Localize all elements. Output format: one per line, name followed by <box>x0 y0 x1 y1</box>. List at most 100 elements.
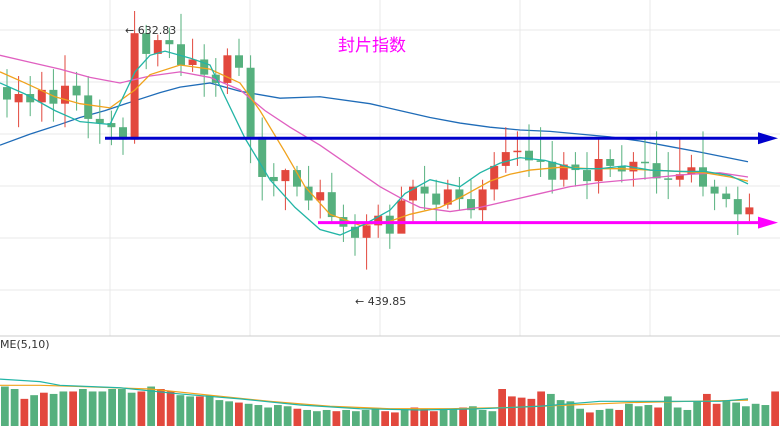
volume-bar <box>186 396 194 426</box>
ma60-line <box>0 82 749 163</box>
candle-body <box>374 215 383 226</box>
volume-bar <box>527 398 536 426</box>
volume-bar <box>605 408 614 426</box>
volume-bar <box>469 406 477 426</box>
volume-bar <box>439 409 448 426</box>
candle-body <box>606 159 615 166</box>
candle-body <box>490 165 499 190</box>
volume-bar <box>703 393 711 426</box>
volume-bar <box>459 407 467 426</box>
candle-body <box>61 85 69 104</box>
level-lines <box>105 132 778 229</box>
volume-bar <box>147 386 155 426</box>
ma60-layer <box>0 82 749 163</box>
candle-body <box>269 176 278 182</box>
candle-body <box>130 33 139 140</box>
chart-title: 封片指数 <box>338 36 406 56</box>
volume-bar <box>664 396 672 426</box>
volume-bar <box>771 391 779 426</box>
candle-body <box>432 193 441 205</box>
high-arrow-glyph: ← <box>125 24 134 37</box>
volume-bar <box>176 395 185 426</box>
volume-bar <box>449 408 458 426</box>
volume-bar <box>235 402 243 426</box>
volume-bar <box>40 392 48 426</box>
volume-bar <box>371 408 380 426</box>
volume-bar <box>391 412 399 426</box>
volume-bar <box>59 391 68 426</box>
candle-body <box>165 40 174 45</box>
volume-indicator-label: ME(5,10) <box>0 338 50 351</box>
candle-body <box>72 85 81 96</box>
volume-bar <box>547 393 555 426</box>
volume-bar <box>586 412 594 426</box>
volume-bar <box>215 400 224 426</box>
volume-bar <box>761 405 770 426</box>
candle-body <box>26 94 35 103</box>
candle-body <box>188 59 197 65</box>
volume-bar <box>537 391 545 426</box>
candle-body <box>293 170 301 187</box>
volume-bar <box>244 403 253 426</box>
candle-body <box>687 167 696 175</box>
candle-body <box>420 186 429 194</box>
volume-bar <box>166 391 175 426</box>
candle-body <box>675 174 684 180</box>
volume-bar <box>322 409 331 426</box>
volume-bar <box>342 409 350 426</box>
volume-bar <box>556 400 565 426</box>
candle-body <box>455 189 464 200</box>
volume-bar <box>381 411 389 426</box>
volume-bar <box>742 406 750 426</box>
candle-body <box>223 55 232 83</box>
volume-bar <box>1 386 9 426</box>
candle-body <box>745 207 754 215</box>
volume-bar <box>634 406 643 426</box>
candle-body <box>327 192 336 218</box>
volume-bar <box>400 408 409 426</box>
volume-bar <box>576 408 584 426</box>
volume-bar <box>693 401 701 426</box>
candle-body <box>501 152 510 166</box>
volume-bar <box>644 405 653 426</box>
volume-bar <box>332 411 341 426</box>
candle-body <box>177 44 185 65</box>
volume-bar <box>361 409 370 426</box>
candle-body <box>37 89 46 103</box>
resistance-arrowhead <box>758 132 778 145</box>
candle-body <box>316 192 325 201</box>
candle-body <box>594 159 603 182</box>
volume-bar <box>420 408 428 426</box>
candle-body <box>200 59 209 75</box>
support-arrowhead <box>758 216 778 229</box>
candle-body <box>258 136 267 177</box>
candle-body <box>119 127 127 140</box>
candle-body <box>385 215 394 234</box>
volume-bar <box>508 396 516 426</box>
volume-bar <box>654 407 662 426</box>
candle-body <box>513 150 522 153</box>
volume-bar <box>673 407 682 426</box>
volume-bar <box>88 391 97 426</box>
candle-body <box>583 170 591 182</box>
candle-body <box>443 189 452 205</box>
volume-bar <box>69 391 77 426</box>
volume-bar <box>196 396 204 426</box>
volume-bar <box>20 398 29 426</box>
candle-body <box>722 193 731 200</box>
volume-bar <box>118 389 126 426</box>
volume-bar <box>722 400 731 426</box>
low-annotation: ← 439.85 <box>355 295 406 308</box>
candle-body <box>467 199 475 211</box>
high-annotation: ← 632.83 <box>125 24 176 37</box>
volume-bar <box>283 406 292 426</box>
volume-bar <box>98 391 107 426</box>
volume-bar <box>137 391 146 426</box>
volume-bar <box>751 403 760 426</box>
volume-bar <box>49 393 58 426</box>
volume-bar <box>352 411 360 426</box>
low-value-label: 439.85 <box>368 295 407 308</box>
candle-body <box>84 95 93 119</box>
candle-body <box>304 186 313 201</box>
